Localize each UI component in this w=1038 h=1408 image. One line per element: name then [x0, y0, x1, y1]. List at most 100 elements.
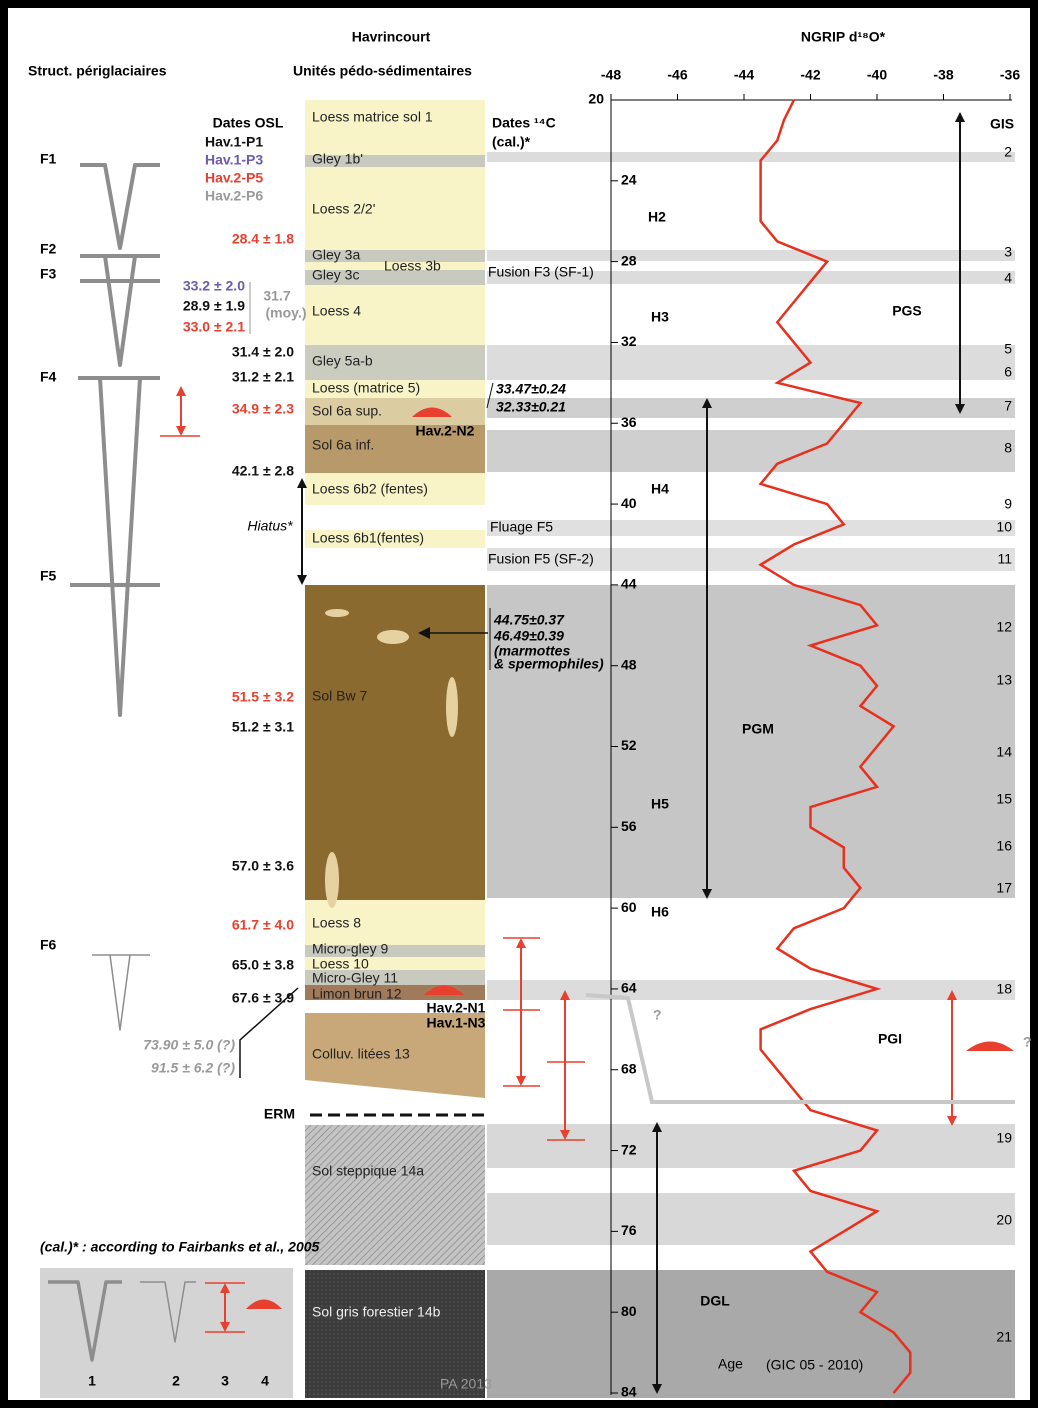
hearth [966, 1041, 1014, 1051]
c14-note: Fusion F5 (SF-2) [488, 551, 594, 567]
unit-box [305, 262, 485, 270]
fault-label: F3 [40, 266, 57, 282]
c14-note: Fusion F3 (SF-1) [488, 264, 594, 280]
unit-label: Sol steppique 14a [312, 1163, 424, 1179]
inclusion [325, 852, 339, 908]
legend-number: 1 [88, 1373, 96, 1389]
gis-label: 9 [1004, 496, 1012, 512]
y-tick-label: 68 [621, 1060, 637, 1076]
unit-label: Gley 3c [312, 267, 359, 283]
c14-note: (marmottes [494, 643, 570, 659]
gis-band [487, 980, 1015, 1000]
legend-number: 4 [261, 1373, 269, 1389]
y-tick-label: 24 [621, 172, 637, 188]
unit-box [305, 285, 485, 345]
fault-label: F4 [40, 369, 57, 385]
unit-box [305, 1013, 485, 1098]
gis-band [487, 1270, 1015, 1398]
osl-date: 73.90 ± 5.0 (?) [143, 1037, 235, 1053]
gis-label: 3 [1004, 244, 1012, 260]
hearth [412, 407, 452, 417]
gis-band [487, 1124, 1015, 1168]
osl-date: 51.2 ± 3.1 [232, 719, 294, 735]
unit-box [305, 250, 485, 262]
gis-label: 7 [1004, 398, 1012, 414]
sample: Hav.1-N3 [427, 1015, 486, 1031]
unit-label: Gley 1b' [312, 151, 363, 167]
unit-box [305, 900, 485, 945]
unit-label: Sol gris forestier 14b [312, 1304, 441, 1320]
fault-label: F6 [40, 937, 57, 953]
unit-label: Sol 6a sup. [312, 403, 382, 419]
gis-band [487, 585, 1015, 898]
red-arrow [220, 1283, 230, 1332]
unit-label: Loess 3b [384, 258, 441, 274]
unit-label: Loess (matrice 5) [312, 380, 420, 396]
c14-note: 46.49±0.39 [493, 628, 564, 644]
inclusion [325, 609, 349, 617]
label: Dates OSL [213, 115, 284, 131]
label: Dates ¹⁴C [492, 115, 556, 131]
question: ? [1023, 1034, 1032, 1050]
gis-label: 15 [996, 791, 1012, 807]
gis-label: 18 [996, 981, 1012, 997]
gis-band [487, 250, 1015, 261]
c14-note: 44.75±0.37 [493, 612, 565, 628]
gis-label: 6 [1004, 364, 1012, 380]
y-tick-label: 28 [621, 252, 637, 268]
gis-label: 17 [996, 880, 1012, 896]
gis-label: 14 [996, 744, 1012, 760]
label: ERM [264, 1106, 295, 1122]
osl-date: 61.7 ± 4.0 [232, 917, 294, 933]
trench [80, 163, 160, 250]
y-tick-label: 80 [621, 1303, 637, 1319]
unit-label: Loess 8 [312, 915, 361, 931]
heinrich: H3 [651, 309, 669, 325]
y-tick-label: 56 [621, 818, 637, 834]
x-tick-label: -42 [800, 67, 820, 83]
legend-entry: Hav.2-P5 [205, 170, 263, 186]
ngrip-title: NGRIP d¹⁸O* [801, 29, 886, 45]
legend-bars [205, 1282, 245, 1333]
gis-label: 10 [996, 519, 1012, 535]
gis-band [487, 398, 1015, 418]
osl-date: 33.0 ± 2.1 [183, 319, 245, 335]
link [239, 987, 299, 1078]
unit-label: Colluv. litées 13 [312, 1046, 410, 1062]
fault-label: F2 [40, 241, 57, 257]
unit-box [305, 270, 485, 285]
unit-box [305, 473, 485, 505]
y-tick-label: 76 [621, 1222, 637, 1238]
unit-label: Loess 10 [312, 956, 369, 972]
red-arrow [176, 386, 186, 436]
unit-label: Loess 2/2' [312, 201, 375, 217]
pgi-outline [585, 993, 1015, 1104]
x-tick-label: -46 [667, 67, 687, 83]
unit-box [305, 1270, 485, 1398]
unit-label: Gley 3a [312, 247, 360, 263]
heinrich: H4 [651, 481, 669, 497]
fault-label: F1 [40, 151, 57, 167]
label: Unités pédo-sédimentaires [293, 63, 472, 79]
y-tick-label: 64 [621, 980, 637, 996]
trench [140, 1281, 196, 1343]
label: (cal.)* : according to Fairbanks et al.,… [40, 1239, 320, 1255]
unit-box [305, 345, 485, 380]
osl-date: 28.9 ± 1.9 [183, 298, 245, 314]
osl-date: 57.0 ± 3.6 [232, 858, 294, 874]
heinrich: H5 [651, 796, 669, 812]
period: PGI [878, 1031, 902, 1047]
unit-label: Micro-Gley 11 [312, 970, 398, 986]
label: (moy.) [266, 305, 307, 321]
gis-band [487, 548, 1015, 571]
label: PA 2013 [440, 1376, 492, 1392]
period: PGM [742, 721, 774, 737]
legend-number: 3 [221, 1373, 229, 1389]
question: ? [653, 1007, 662, 1023]
unit-label: Sol 6a inf. [312, 437, 374, 453]
unit-box [305, 970, 485, 985]
hearth [246, 1299, 282, 1309]
y-tick-label: 52 [621, 737, 637, 753]
osl-date: 67.6 ± 3.9 [232, 990, 294, 1006]
